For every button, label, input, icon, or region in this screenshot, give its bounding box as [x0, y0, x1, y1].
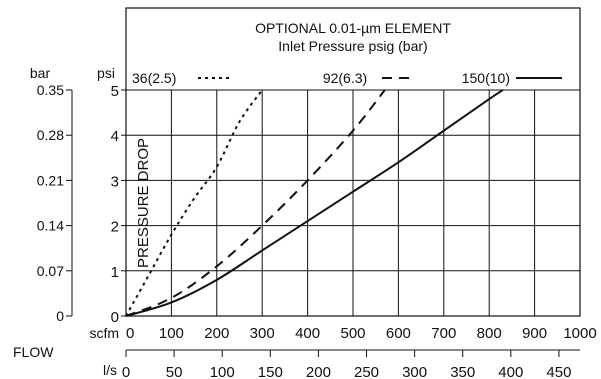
legend: 36(2.5) 92(6.3) 150(10) [132, 70, 562, 86]
grid [126, 89, 580, 316]
series-line-3 [125, 89, 504, 317]
scfm-tick-label: 400 [295, 325, 320, 342]
ls-tick-label: 100 [210, 364, 235, 379]
ls-tick-label: 250 [354, 364, 379, 379]
series-layer [125, 89, 504, 317]
scfm-tick-label: 700 [431, 325, 456, 342]
bar-tick-label: 0.21 [37, 172, 64, 188]
x-unit-scfm: scfm [89, 325, 119, 341]
y-unit-bar: bar [30, 65, 51, 81]
ls-tick-label: 0 [122, 364, 130, 379]
ls-tick-label: 400 [498, 364, 523, 379]
scfm-tick-label: 100 [159, 325, 184, 342]
y-axis-label: PRESSURE DROP [135, 138, 152, 268]
scfm-tick-label: 300 [250, 325, 275, 342]
y-unit-psi: psi [97, 65, 115, 81]
psi-tick-label: 0 [111, 309, 119, 326]
chart-subtitle: Inlet Pressure psig (bar) [278, 38, 427, 54]
ls-tick-label: 150 [258, 364, 283, 379]
scfm-tick-label: 0 [126, 325, 134, 342]
legend-label-3: 150(10) [462, 70, 510, 86]
scfm-tick-label: 600 [386, 325, 411, 342]
scfm-tick-label: 800 [477, 325, 502, 342]
bar-tick-label: 0.14 [37, 218, 64, 234]
series-line-1 [125, 89, 264, 317]
scfm-tick-label: 900 [522, 325, 547, 342]
psi-tick-label: 3 [111, 173, 119, 190]
plot-frame [125, 7, 581, 317]
x-unit-ls: l/s [103, 362, 117, 378]
ls-tick-label: 200 [306, 364, 331, 379]
psi-tick-label: 4 [111, 128, 119, 145]
bar-tick-label: 0 [56, 308, 64, 324]
bar-tick-label: 0.35 [37, 82, 64, 98]
x-axis-ls: 0 50 100 150 200 250 300 350 400 450 [122, 349, 580, 379]
scfm-tick-label: 200 [204, 325, 229, 342]
ls-tick-label: 300 [402, 364, 427, 379]
psi-tick-label: 1 [111, 264, 119, 281]
legend-label-2: 92(6.3) [323, 70, 367, 86]
ls-tick-label: 350 [450, 364, 475, 379]
x-axis-scfm: 0 100 200 300 400 500 600 700 800 900 1000 [126, 325, 597, 342]
scfm-tick-label: 1000 [563, 325, 596, 342]
bar-tick-label: 0.07 [37, 263, 64, 279]
ls-tick-label: 50 [166, 364, 183, 379]
chart-title: OPTIONAL 0.01-µm ELEMENT [255, 20, 451, 36]
psi-tick-label: 5 [111, 83, 119, 100]
ls-tick-label: 450 [546, 364, 571, 379]
series-line-2 [125, 89, 386, 317]
y-axis-bar: 0 0.07 0.14 0.21 0.28 0.35 [37, 82, 73, 324]
scfm-tick-label: 500 [340, 325, 365, 342]
bar-tick-label: 0.28 [37, 127, 64, 143]
x-axis-label: FLOW [13, 344, 54, 360]
y-axis-psi: 0 1 2 3 4 5 [111, 83, 126, 326]
psi-tick-label: 2 [111, 219, 119, 236]
legend-label-1: 36(2.5) [132, 70, 176, 86]
